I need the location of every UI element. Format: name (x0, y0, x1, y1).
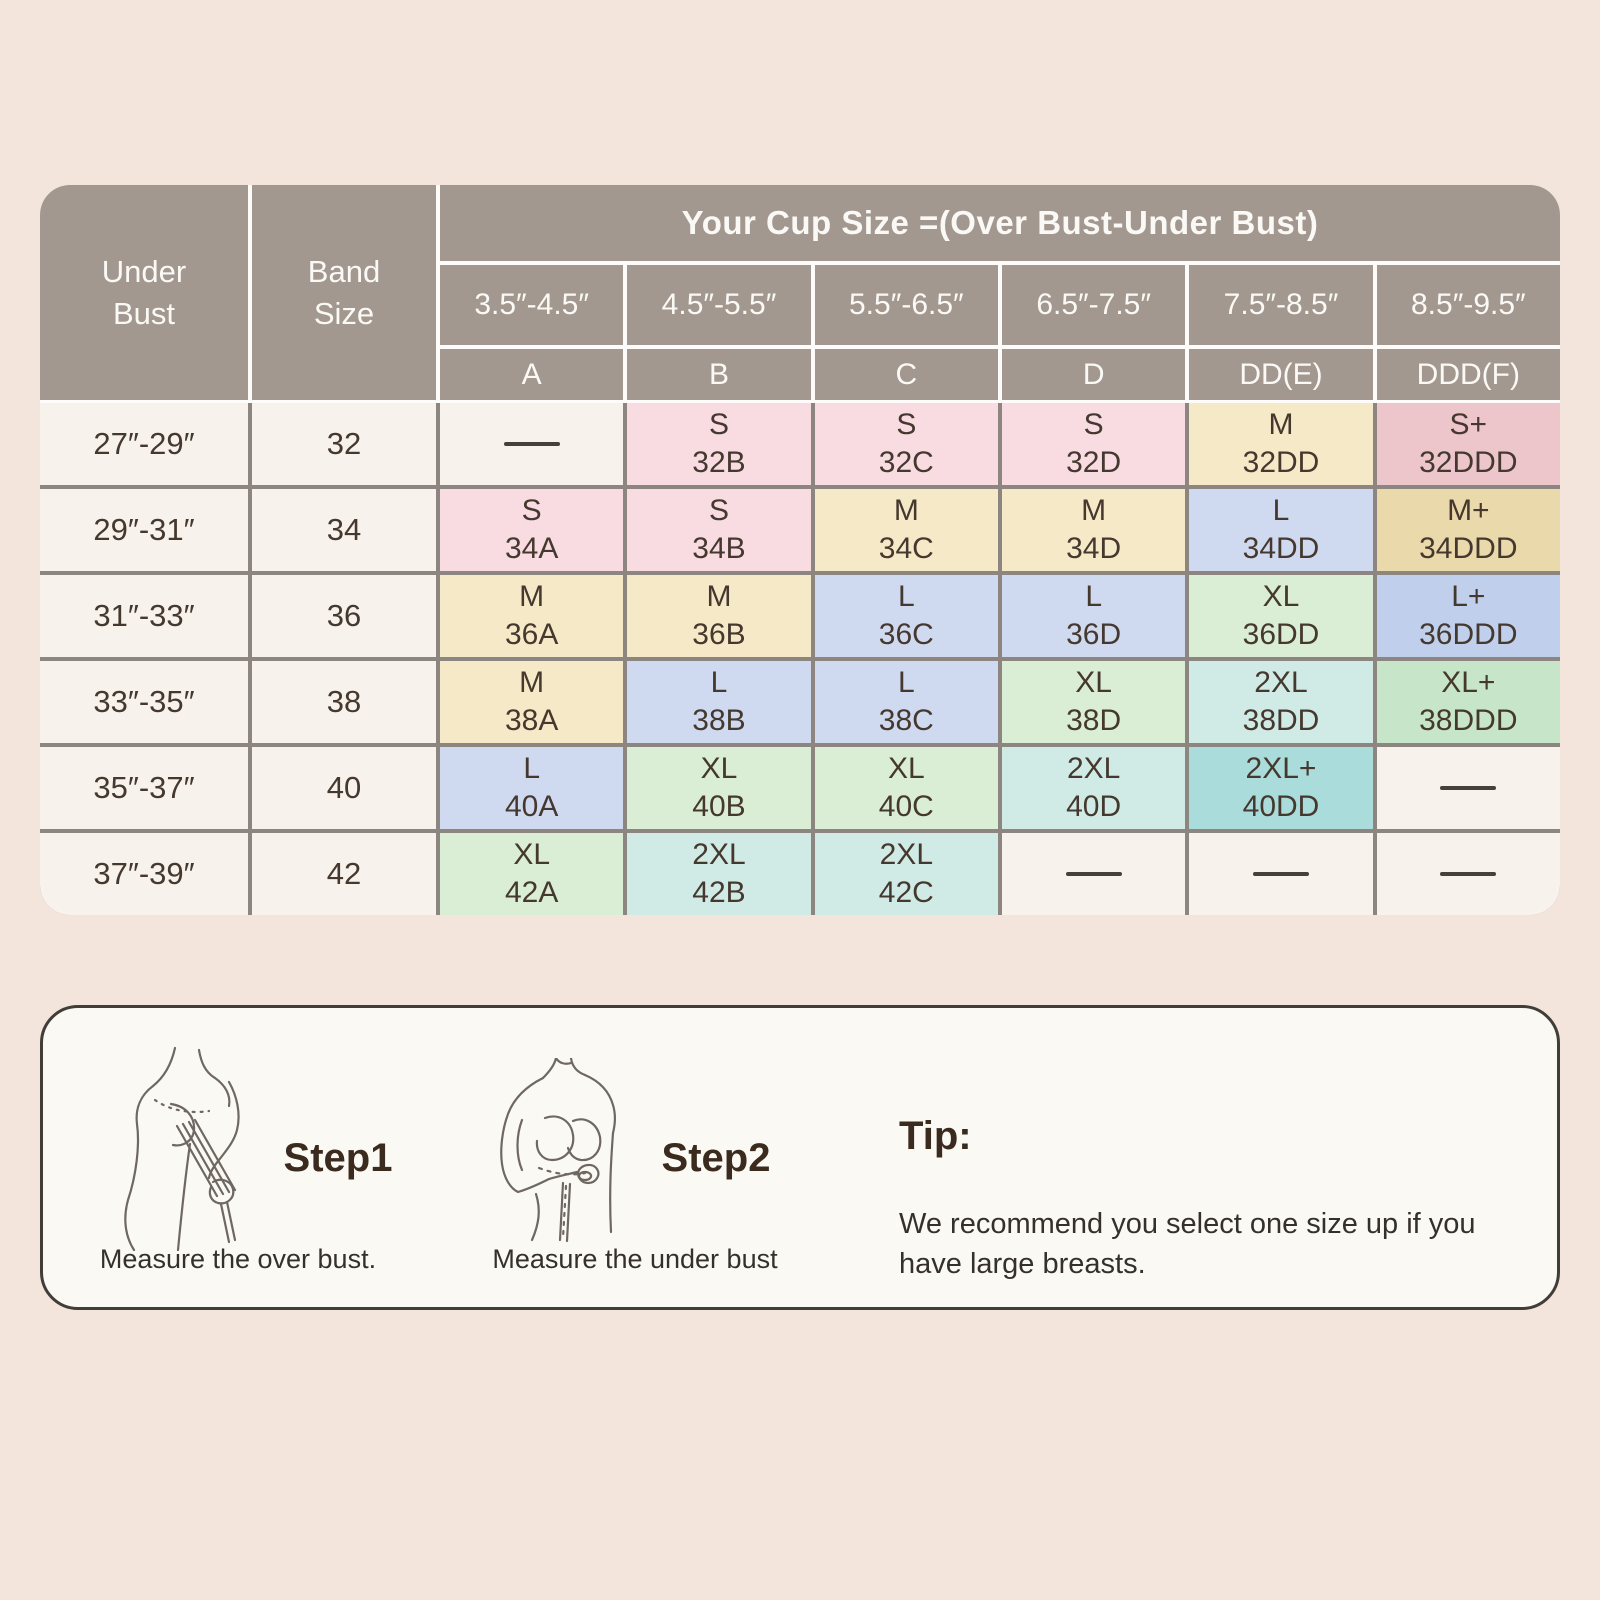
size-cell: L+ 36DDD (1376, 575, 1560, 657)
size-chart-body: 27″-29″ 32 S 32B S 32C S 32D M 32DD S+ 32DDD 29″-31″… (40, 403, 1560, 915)
size-cell: XL 40C (814, 747, 998, 829)
header-cup-size-title: Your Cup Size =(Over Bust-Under Bust) (440, 185, 1560, 261)
size-cell: S 34A (440, 489, 624, 571)
cup-range-header: 5.5″-6.5″ (814, 265, 998, 345)
size-cell: XL+ 38DDD (1376, 661, 1560, 743)
size-cell: XL 38D (1001, 661, 1186, 743)
band-size-cell: 36 (252, 575, 436, 657)
bra-size-chart: Under Bust Band Size Your Cup Size =(Ove… (40, 185, 1560, 915)
size-cell: L 36D (1001, 575, 1186, 657)
size-cell: M 32DD (1189, 403, 1373, 485)
cup-letter-header: D (1001, 349, 1186, 400)
size-cell: XL 36DD (1189, 575, 1373, 657)
cup-letter-header: DDD(F) (1376, 349, 1560, 400)
size-cell: L 36C (814, 575, 998, 657)
under-bust-cell: 37″-39″ (40, 833, 248, 915)
size-cell: XL 40B (627, 747, 811, 829)
size-cell: M 36A (440, 575, 624, 657)
size-cell: L 40A (440, 747, 624, 829)
size-cell: 2XL 42C (814, 833, 998, 915)
step2-caption: Measure the under bust (492, 1244, 778, 1274)
under-bust-cell: 29″-31″ (40, 489, 248, 571)
under-bust-cell: 27″-29″ (40, 403, 248, 485)
no-size-dash (1440, 786, 1497, 790)
size-cell: S 32D (1001, 403, 1186, 485)
no-size-dash (503, 442, 560, 446)
cup-letter-header: B (627, 349, 811, 400)
cup-range-header: 7.5″-8.5″ (1189, 265, 1373, 345)
size-cell (1001, 833, 1186, 915)
size-cell: M+ 34DDD (1376, 489, 1560, 571)
size-cell: M 38A (440, 661, 624, 743)
no-size-dash (1065, 872, 1122, 876)
step1-caption: Measure the over bust. (99, 1244, 377, 1274)
size-cell (1376, 747, 1560, 829)
band-size-cell: 40 (252, 747, 436, 829)
cup-range-header: 4.5″-5.5″ (627, 265, 811, 345)
size-cell (1189, 833, 1373, 915)
cup-range-header: 8.5″-9.5″ (1376, 265, 1560, 345)
band-size-cell: 38 (252, 661, 436, 743)
cup-range-header: 3.5″-4.5″ (440, 265, 624, 345)
size-cell (440, 403, 624, 485)
header-under-bust: Under Bust (40, 185, 248, 400)
measuring-guide-panel: Step1 Measure the over bust. Step2 Measu… (40, 1005, 1560, 1310)
size-cell: S+ 32DDD (1376, 403, 1560, 485)
band-size-cell: 34 (252, 489, 436, 571)
under-bust-cell: 33″-35″ (40, 661, 248, 743)
cup-letter-header: C (814, 349, 998, 400)
band-size-cell: 32 (252, 403, 436, 485)
size-cell: L 38B (627, 661, 811, 743)
size-cell: L 38C (814, 661, 998, 743)
size-cell: M 36B (627, 575, 811, 657)
size-cell: 2XL 38DD (1189, 661, 1373, 743)
size-cell: S 32B (627, 403, 811, 485)
size-cell: 2XL 42B (627, 833, 811, 915)
band-size-cell: 42 (252, 833, 436, 915)
under-bust-cell: 35″-37″ (40, 747, 248, 829)
no-size-dash (1252, 872, 1309, 876)
size-cell: M 34D (1001, 489, 1186, 571)
cup-letter-header: A (440, 349, 624, 400)
size-cell (1376, 833, 1560, 915)
size-cell: S 34B (627, 489, 811, 571)
cup-range-header: 6.5″-7.5″ (1001, 265, 1186, 345)
size-cell: M 34C (814, 489, 998, 571)
step2-title: Step2 (661, 1136, 771, 1180)
size-chart-header: Under Bust Band Size Your Cup Size =(Ove… (40, 185, 1560, 400)
size-cell: 2XL 40D (1001, 747, 1186, 829)
size-cell: 2XL+ 40DD (1189, 747, 1373, 829)
size-cell: S 32C (814, 403, 998, 485)
header-body-divider (40, 400, 1560, 403)
size-cell: XL 42A (440, 833, 624, 915)
measure-over-bust-illustration (124, 1046, 240, 1251)
no-size-dash (1440, 872, 1497, 876)
under-bust-cell: 31″-33″ (40, 575, 248, 657)
cup-letter-header: DD(E) (1189, 349, 1373, 400)
tip-text: We recommend you select one size up if y… (899, 1208, 1476, 1280)
header-band-size: Band Size (252, 185, 436, 400)
size-cell: L 34DD (1189, 489, 1373, 571)
step1-title: Step1 (283, 1136, 393, 1180)
measure-under-bust-illustration (500, 1058, 616, 1243)
tip-title: Tip: (899, 1114, 972, 1158)
